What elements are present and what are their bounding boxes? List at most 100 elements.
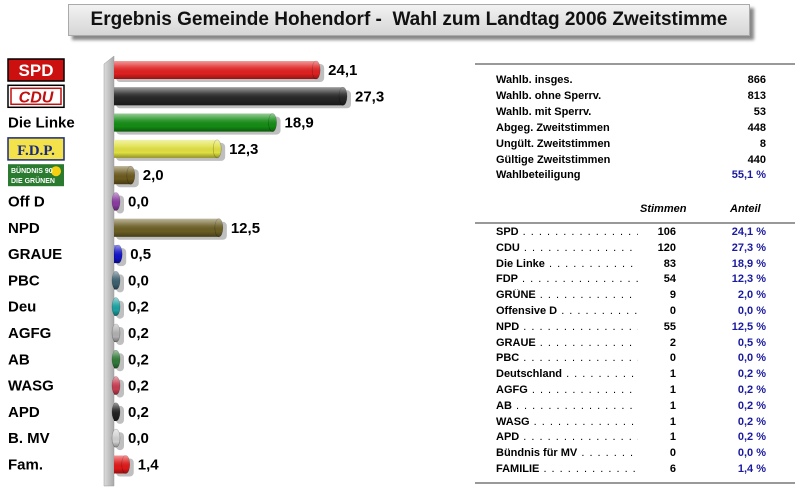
bar-agfg (111, 323, 124, 345)
chart-title: Ergebnis Gemeinde Hohendorf - Wahl zum L… (68, 4, 750, 36)
result-anteil: 24,1 % (731, 226, 766, 238)
result-stimmen: 0 (669, 352, 676, 365)
dot-leader: . . . . . . . . . . . . . . . . . . (561, 305, 638, 317)
summary-value: 813 (747, 89, 766, 102)
summary-row: Wahlb. mit Sperrv. 53 (496, 106, 766, 122)
result-anteil: 12,3 % (731, 273, 766, 286)
summary-value: 55,1 % (731, 169, 766, 182)
result-anteil: 0,0 % (737, 447, 766, 460)
result-party: GRAUE . . . . . . . . . . . . . . . . . … (496, 337, 638, 349)
dot-leader: . . . . . . . . . . . . . . . . . . (543, 463, 638, 475)
result-row: FAMILIE . . . . . . . . . . . . . . . . … (496, 463, 766, 479)
dot-leader: . . . . . . . . . . . . . . . . . . (539, 336, 638, 349)
summary-label: Abgeg. Zweitstimmen (496, 121, 610, 134)
bar-npd (114, 218, 227, 240)
anteil-header: Anteil (730, 203, 761, 215)
dot-leader: . . . . . . . . . . . . . . . . . . (523, 241, 638, 254)
result-stimmen: 1 (669, 415, 676, 428)
result-party: Bündnis für MV . . . . . . . . . . . . .… (496, 447, 638, 459)
result-anteil: 2,0 % (737, 289, 766, 302)
summary-label: Ungült. Zweitstimmen (496, 137, 611, 150)
value-label: 0,2 (128, 378, 149, 395)
dot-leader: . . . . . . . . . . . . . . . . . . (533, 415, 638, 428)
result-anteil: 0,0 % (737, 352, 766, 365)
result-stimmen: 1 (669, 399, 676, 412)
result-party: CDU . . . . . . . . . . . . . . . . . . (496, 242, 638, 254)
value-label: 0,2 (128, 351, 149, 368)
axis-wall (103, 55, 115, 487)
result-anteil: 0,5 % (737, 336, 766, 349)
result-row: Offensive D . . . . . . . . . . . . . . … (496, 305, 766, 321)
summary-label: Wahlb. mit Sperrv. (496, 105, 592, 118)
party-logo-spd: SPD (7, 58, 65, 82)
result-anteil: 18,9 % (731, 257, 766, 270)
result-row: WASG . . . . . . . . . . . . . . . . . .… (496, 416, 766, 432)
party-label: GRAUE (8, 246, 62, 263)
result-anteil: 27,3 % (731, 241, 766, 254)
bar-graue (113, 244, 127, 267)
bar-b-ndnis-90-die-gr-nen (114, 165, 139, 188)
dot-leader: . . . . . . . . . . . . . . . . . . (566, 368, 638, 381)
value-label: 0,0 (128, 194, 149, 211)
value-label: 1,4 (138, 457, 160, 474)
turnout-row: Wahlbeteiligung 55,1 % (496, 169, 766, 185)
result-anteil: 0,2 % (737, 384, 766, 396)
result-party: NPD . . . . . . . . . . . . . . . . . . (496, 321, 638, 333)
party-logo-f-d-p: F.D.P. (7, 137, 65, 161)
result-stimmen: 1 (669, 384, 676, 396)
svg-text:F.D.P.: F.D.P. (17, 143, 55, 159)
party-label: AB (8, 351, 30, 368)
party-label: APD (8, 404, 40, 421)
result-row: CDU . . . . . . . . . . . . . . . . . . 1… (496, 242, 766, 258)
value-label: 0,0 (128, 430, 149, 447)
value-label: 0,2 (128, 404, 149, 421)
party-label: NPD (8, 220, 40, 237)
summary-value: 440 (747, 153, 766, 166)
result-row: GRÜNE . . . . . . . . . . . . . . . . . … (496, 289, 766, 305)
summary-row: Ungült. Zweitstimmen 8 (496, 138, 766, 154)
bar-die-linke (114, 113, 281, 135)
summary-value: 448 (747, 121, 766, 134)
result-stimmen: 6 (669, 463, 676, 475)
dot-leader: . . . . . . . . . . . . . . . . . . (523, 431, 638, 444)
result-party: Die Linke . . . . . . . . . . . . . . . … (496, 258, 638, 270)
result-party: AGFG . . . . . . . . . . . . . . . . . . (496, 384, 638, 396)
result-row: AGFG . . . . . . . . . . . . . . . . . .… (496, 384, 766, 400)
stimmen-header: Stimmen (640, 203, 687, 215)
summary-label: Wahlbeteiligung (496, 169, 581, 182)
result-party: PBC . . . . . . . . . . . . . . . . . . (496, 352, 638, 364)
result-party: FDP . . . . . . . . . . . . . . . . . . (496, 273, 638, 285)
party-label: WASG (8, 378, 54, 395)
svg-text:SPD: SPD (19, 61, 54, 80)
dot-leader: . . . . . . . . . . . . . . . . . . (523, 320, 638, 333)
party-label: B. MV (8, 430, 50, 447)
summary-value: 53 (753, 105, 766, 118)
value-label: 24,1 (328, 62, 357, 79)
result-anteil: 0,2 % (737, 368, 766, 381)
result-party: APD . . . . . . . . . . . . . . . . . . (496, 431, 638, 443)
party-label: Die Linke (8, 115, 75, 132)
value-label: 0,0 (128, 272, 149, 289)
party-label: Off D (8, 194, 45, 211)
result-stimmen: 54 (663, 273, 676, 286)
value-label: 18,9 (285, 115, 314, 132)
value-label: 0,2 (128, 299, 149, 316)
value-label: 0,2 (128, 325, 149, 342)
value-label: 0,5 (130, 246, 151, 263)
dot-leader: . . . . . . . . . . . . . . . . . . (539, 289, 638, 302)
result-party: Deutschland . . . . . . . . . . . . . . … (496, 368, 638, 380)
svg-text:CDU: CDU (19, 89, 54, 106)
result-stimmen: 83 (663, 257, 676, 270)
party-logo-cdu: CDU (7, 84, 65, 109)
result-party: FAMILIE . . . . . . . . . . . . . . . . … (496, 463, 638, 475)
results-bottom-rule (475, 482, 795, 484)
party-label: Fam. (8, 457, 43, 474)
result-anteil: 0,2 % (737, 431, 766, 444)
summary-label: Wahlb. insges. (496, 74, 573, 86)
dot-leader: . . . . . . . . . . . . . . . . . . (522, 273, 638, 286)
value-label: 12,5 (231, 220, 260, 237)
party-label: PBC (8, 272, 40, 289)
summary-row: Wahlb. insges. 866 (496, 74, 766, 90)
